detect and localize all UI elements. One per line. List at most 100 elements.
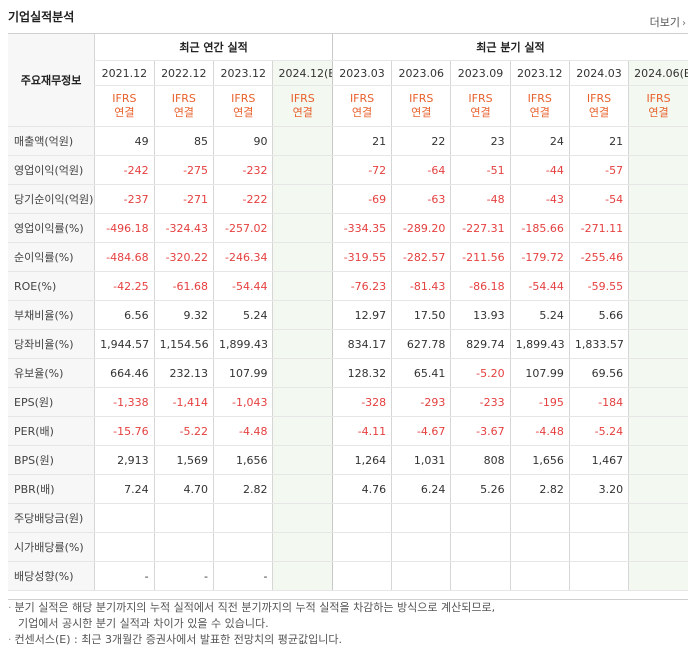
- table-row: 주당배당금(원): [8, 503, 688, 533]
- row-label: BPS(원): [8, 445, 95, 475]
- quarter-value-cell: [628, 271, 688, 301]
- quarter-value-cell: -51: [450, 155, 511, 185]
- period-quarter-1: 2023.06: [391, 60, 451, 86]
- table-row: PBR(배) 7.24 4.70 2.82 4.76 6.24 5.26 2.82 3.20: [8, 474, 688, 504]
- quarter-value-cell: [450, 532, 511, 562]
- basis-standard: IFRS: [290, 92, 315, 105]
- basis-scope: 연결: [114, 106, 135, 119]
- quarter-value-cell: 627.78: [391, 329, 451, 359]
- table-row: 배당성향(%) - - -: [8, 561, 688, 591]
- quarter-value-cell: [628, 503, 688, 533]
- basis-header-row: IFRS 연결 IFRS 연결 IFRS 연결 IFRS 연결 IFRS 연결 IFRS 연결 IFRS…: [8, 85, 688, 127]
- quarter-value-cell: -282.57: [391, 242, 451, 272]
- quarter-value-cell: 4.76: [331, 474, 392, 504]
- quarter-value-cell: [628, 387, 688, 417]
- annual-value-cell: -5.22: [153, 416, 214, 446]
- period-annual-1: 2022.12: [153, 60, 214, 86]
- table-row: 당기순이익(억원) -237 -271 -222 -69 -63 -48 -43 -54: [8, 184, 688, 214]
- quarter-value-cell: -328: [331, 387, 392, 417]
- basis-scope: 연결: [648, 106, 669, 119]
- quarter-value-cell: 5.24: [509, 300, 570, 330]
- quarter-value-cell: -334.35: [331, 213, 392, 243]
- quarter-value-cell: -289.20: [391, 213, 451, 243]
- table-row: EPS(원) -1,338 -1,414 -1,043 -328 -293 -233 -195…: [8, 387, 688, 417]
- basis-cell: IFRS 연결: [272, 85, 333, 127]
- footnotes: · 분기 실적은 해당 분기까지의 누적 실적에서 직전 분기까지의 누적 실적을…: [8, 599, 688, 648]
- quarter-value-cell: 829.74: [450, 329, 511, 359]
- annual-value-cell: [213, 532, 273, 562]
- row-label: PBR(배): [8, 474, 95, 504]
- quarter-value-cell: -255.46: [568, 242, 629, 272]
- quarter-value-cell: -319.55: [331, 242, 392, 272]
- row-label: 당좌비율(%): [8, 329, 95, 359]
- table-row: BPS(원) 2,913 1,569 1,656 1,264 1,031 808 1,656 1…: [8, 445, 688, 475]
- group-quarter-label: 최근 분기 실적: [331, 33, 688, 61]
- basis-standard: IFRS: [646, 92, 671, 105]
- annual-value-cell: [272, 561, 333, 591]
- quarter-value-cell: [628, 561, 688, 591]
- period-quarter-2: 2023.09: [450, 60, 511, 86]
- table-row: PER(배) -15.76 -5.22 -4.48 -4.11 -4.67 -3.67 -4.…: [8, 416, 688, 446]
- row-label: 배당성향(%): [8, 561, 95, 591]
- more-link[interactable]: 더보기 ›: [650, 14, 686, 30]
- quarter-value-cell: -271.11: [568, 213, 629, 243]
- period-quarter-5: 2024.06(E): [628, 60, 688, 86]
- quarter-value-cell: 5.26: [450, 474, 511, 504]
- quarter-value-cell: [628, 474, 688, 504]
- quarter-value-cell: [628, 532, 688, 562]
- quarter-value-cell: -5.24: [568, 416, 629, 446]
- annual-value-cell: [272, 329, 333, 359]
- basis-cell: IFRS 연결: [94, 85, 155, 127]
- annual-value-cell: 4.70: [153, 474, 214, 504]
- annual-value-cell: [272, 474, 333, 504]
- row-label: 부채비율(%): [8, 300, 95, 330]
- row-label: ROE(%): [8, 271, 95, 301]
- quarter-value-cell: [509, 503, 570, 533]
- annual-value-cell: -271: [153, 184, 214, 214]
- basis-standard: IFRS: [349, 92, 375, 105]
- quarter-value-cell: 3.20: [568, 474, 629, 504]
- annual-value-cell: [272, 271, 333, 301]
- annual-value-cell: [272, 503, 333, 533]
- period-quarter-3: 2023.12: [509, 60, 570, 86]
- basis-cell: IFRS 연결: [509, 85, 570, 127]
- quarter-value-cell: 128.32: [331, 358, 392, 388]
- quarter-value-cell: -63: [391, 184, 451, 214]
- annual-value-cell: -237: [94, 184, 155, 214]
- annual-value-cell: -1,043: [213, 387, 273, 417]
- quarter-value-cell: 5.66: [568, 300, 629, 330]
- table-row: 당좌비율(%) 1,944.57 1,154.56 1,899.43 834.17 627…: [8, 329, 688, 359]
- annual-value-cell: 9.32: [153, 300, 214, 330]
- basis-scope: 연결: [470, 106, 491, 119]
- annual-value-cell: -1,338: [94, 387, 155, 417]
- quarter-value-cell: 808: [450, 445, 511, 475]
- row-label: 매출액(억원): [8, 126, 95, 156]
- annual-value-cell: 1,656: [213, 445, 273, 475]
- basis-scope: 연결: [292, 106, 313, 119]
- quarter-value-cell: 13.93: [450, 300, 511, 330]
- quarter-value-cell: 17.50: [391, 300, 451, 330]
- quarter-value-cell: 834.17: [331, 329, 392, 359]
- more-label: 더보기: [649, 16, 680, 29]
- annual-value-cell: [272, 445, 333, 475]
- basis-scope: 연결: [588, 106, 610, 119]
- table-row: 영업이익(억원) -242 -275 -232 -72 -64 -51 -44 -57: [8, 155, 688, 185]
- basis-scope: 연결: [411, 106, 432, 119]
- basis-standard: IFRS: [171, 92, 196, 105]
- basis-standard: IFRS: [231, 92, 256, 105]
- group-annual-label: 최근 연간 실적: [94, 33, 333, 61]
- annual-value-cell: -54.44: [213, 271, 273, 301]
- basis-scope: 연결: [233, 106, 254, 119]
- basis-cell: IFRS 연결: [331, 85, 392, 127]
- quarter-value-cell: [568, 561, 629, 591]
- quarter-value-cell: -81.43: [391, 271, 451, 301]
- quarter-value-cell: [331, 561, 392, 591]
- quarter-value-cell: 65.41: [391, 358, 451, 388]
- quarter-value-cell: 21: [331, 126, 392, 156]
- table-row: 부채비율(%) 6.56 9.32 5.24 12.97 17.50 13.93 5.24 5.…: [8, 300, 688, 330]
- quarter-value-cell: 1,833.57: [568, 329, 629, 359]
- quarter-value-cell: -179.72: [509, 242, 570, 272]
- quarter-value-cell: [331, 503, 392, 533]
- quarter-value-cell: 1,264: [331, 445, 392, 475]
- quarter-value-cell: [628, 242, 688, 272]
